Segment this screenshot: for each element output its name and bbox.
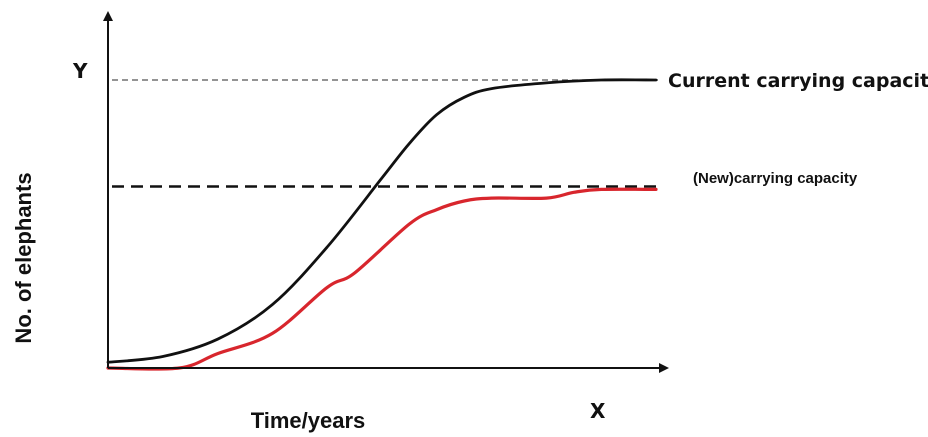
y-axis-title: No. of elephants bbox=[11, 172, 36, 343]
y-axis-letter: Y bbox=[72, 59, 88, 83]
x-axis-letter: X bbox=[590, 399, 606, 423]
x-axis-title: Time/years bbox=[251, 408, 366, 433]
carrying-capacity-curve-black bbox=[106, 78, 658, 364]
new-carrying-capacity-label: (New)carrying capacity bbox=[693, 170, 858, 187]
current-carrying-capacity-label: Current carrying capacity bbox=[668, 70, 928, 92]
carrying-capacity-curve-red bbox=[106, 187, 658, 371]
